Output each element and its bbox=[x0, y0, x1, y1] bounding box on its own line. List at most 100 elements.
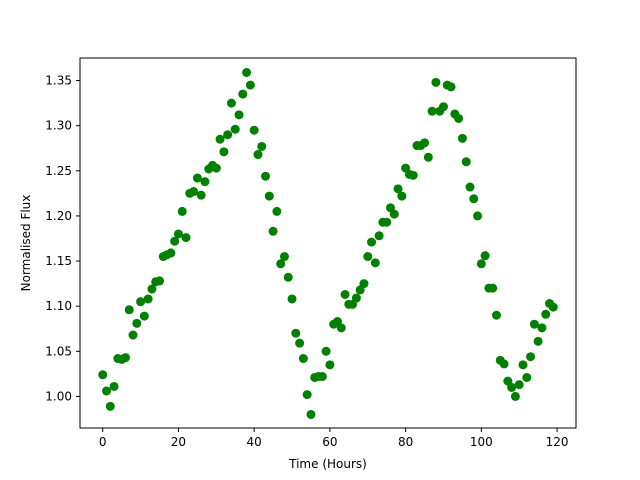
data-point bbox=[261, 171, 271, 181]
data-point bbox=[548, 302, 558, 312]
data-point bbox=[181, 233, 191, 243]
data-point bbox=[295, 338, 305, 348]
data-point bbox=[317, 372, 327, 382]
y-tick-label: 1.00 bbox=[45, 389, 72, 403]
data-point bbox=[173, 229, 183, 239]
data-point bbox=[499, 359, 509, 369]
data-point bbox=[143, 294, 153, 304]
data-point bbox=[128, 330, 138, 340]
x-tick-label: 120 bbox=[546, 435, 569, 449]
data-point bbox=[223, 130, 233, 140]
data-point bbox=[340, 289, 350, 299]
data-point bbox=[132, 318, 142, 328]
data-point bbox=[253, 150, 263, 160]
data-point bbox=[457, 133, 467, 143]
data-point bbox=[529, 319, 539, 329]
data-point bbox=[518, 360, 528, 370]
x-axis-ticks: 0 20 40 60 80 100 120 bbox=[99, 428, 569, 449]
data-point bbox=[446, 82, 456, 92]
data-point bbox=[431, 77, 441, 87]
data-point bbox=[522, 372, 532, 382]
data-point bbox=[98, 370, 108, 380]
data-point bbox=[480, 251, 490, 261]
data-point bbox=[510, 391, 520, 401]
data-point bbox=[302, 390, 312, 400]
data-point bbox=[491, 310, 501, 320]
x-tick-label: 40 bbox=[247, 435, 262, 449]
data-point bbox=[306, 409, 316, 419]
data-point bbox=[382, 217, 392, 227]
data-point bbox=[359, 279, 369, 289]
x-tick-label: 60 bbox=[322, 435, 337, 449]
data-point bbox=[454, 113, 464, 123]
data-point bbox=[351, 293, 361, 303]
data-point bbox=[124, 305, 134, 315]
data-point bbox=[242, 67, 252, 77]
data-point bbox=[461, 157, 471, 167]
data-point bbox=[192, 173, 202, 183]
y-axis-label: Normalised Flux bbox=[19, 195, 33, 292]
data-point bbox=[397, 191, 407, 201]
data-point bbox=[279, 252, 289, 262]
data-points bbox=[98, 67, 558, 419]
x-tick-label: 0 bbox=[99, 435, 107, 449]
data-point bbox=[268, 226, 278, 236]
y-tick-label: 1.35 bbox=[45, 74, 72, 88]
data-point bbox=[291, 328, 301, 338]
data-point bbox=[287, 294, 297, 304]
data-point bbox=[215, 134, 225, 144]
data-point bbox=[276, 259, 286, 269]
data-point bbox=[423, 152, 433, 162]
data-point bbox=[155, 276, 165, 286]
data-point bbox=[408, 170, 418, 180]
y-tick-label: 1.30 bbox=[45, 119, 72, 133]
data-point bbox=[166, 248, 176, 258]
y-tick-label: 1.15 bbox=[45, 254, 72, 268]
y-tick-label: 1.25 bbox=[45, 164, 72, 178]
data-point bbox=[102, 386, 112, 396]
y-tick-label: 1.05 bbox=[45, 344, 72, 358]
data-point bbox=[321, 346, 331, 356]
data-point bbox=[177, 206, 187, 216]
y-tick-label: 1.20 bbox=[45, 209, 72, 223]
x-tick-label: 100 bbox=[470, 435, 493, 449]
data-point bbox=[170, 236, 180, 246]
data-point bbox=[389, 209, 399, 219]
data-point bbox=[541, 309, 551, 319]
data-point bbox=[189, 187, 199, 197]
data-point bbox=[196, 190, 206, 200]
data-point bbox=[507, 382, 517, 392]
data-point bbox=[336, 323, 346, 333]
data-point bbox=[420, 138, 430, 148]
data-point bbox=[147, 284, 157, 294]
data-point bbox=[230, 124, 240, 134]
data-point bbox=[200, 177, 210, 187]
x-tick-label: 80 bbox=[398, 435, 413, 449]
data-point bbox=[234, 110, 244, 120]
x-axis-label: Time (Hours) bbox=[288, 457, 367, 471]
data-point bbox=[283, 272, 293, 282]
data-point bbox=[272, 206, 282, 216]
data-point bbox=[264, 191, 274, 201]
data-point bbox=[537, 323, 547, 333]
data-point bbox=[325, 360, 335, 370]
x-tick-label: 20 bbox=[171, 435, 186, 449]
data-point bbox=[249, 125, 259, 135]
data-point bbox=[438, 102, 448, 112]
y-tick-label: 1.10 bbox=[45, 299, 72, 313]
data-point bbox=[298, 354, 308, 364]
data-point bbox=[105, 401, 115, 411]
data-point bbox=[245, 80, 255, 90]
y-axis-ticks: 1.00 1.05 1.10 1.15 1.20 1.25 1.30 1.35 bbox=[45, 74, 80, 403]
data-point bbox=[427, 106, 437, 116]
data-point bbox=[109, 381, 119, 391]
data-point bbox=[476, 259, 486, 269]
data-point bbox=[139, 311, 149, 321]
data-point bbox=[514, 380, 524, 390]
data-point bbox=[488, 283, 498, 293]
data-point bbox=[120, 353, 130, 363]
data-point bbox=[393, 184, 403, 194]
data-point bbox=[257, 141, 267, 151]
data-point bbox=[370, 258, 380, 268]
